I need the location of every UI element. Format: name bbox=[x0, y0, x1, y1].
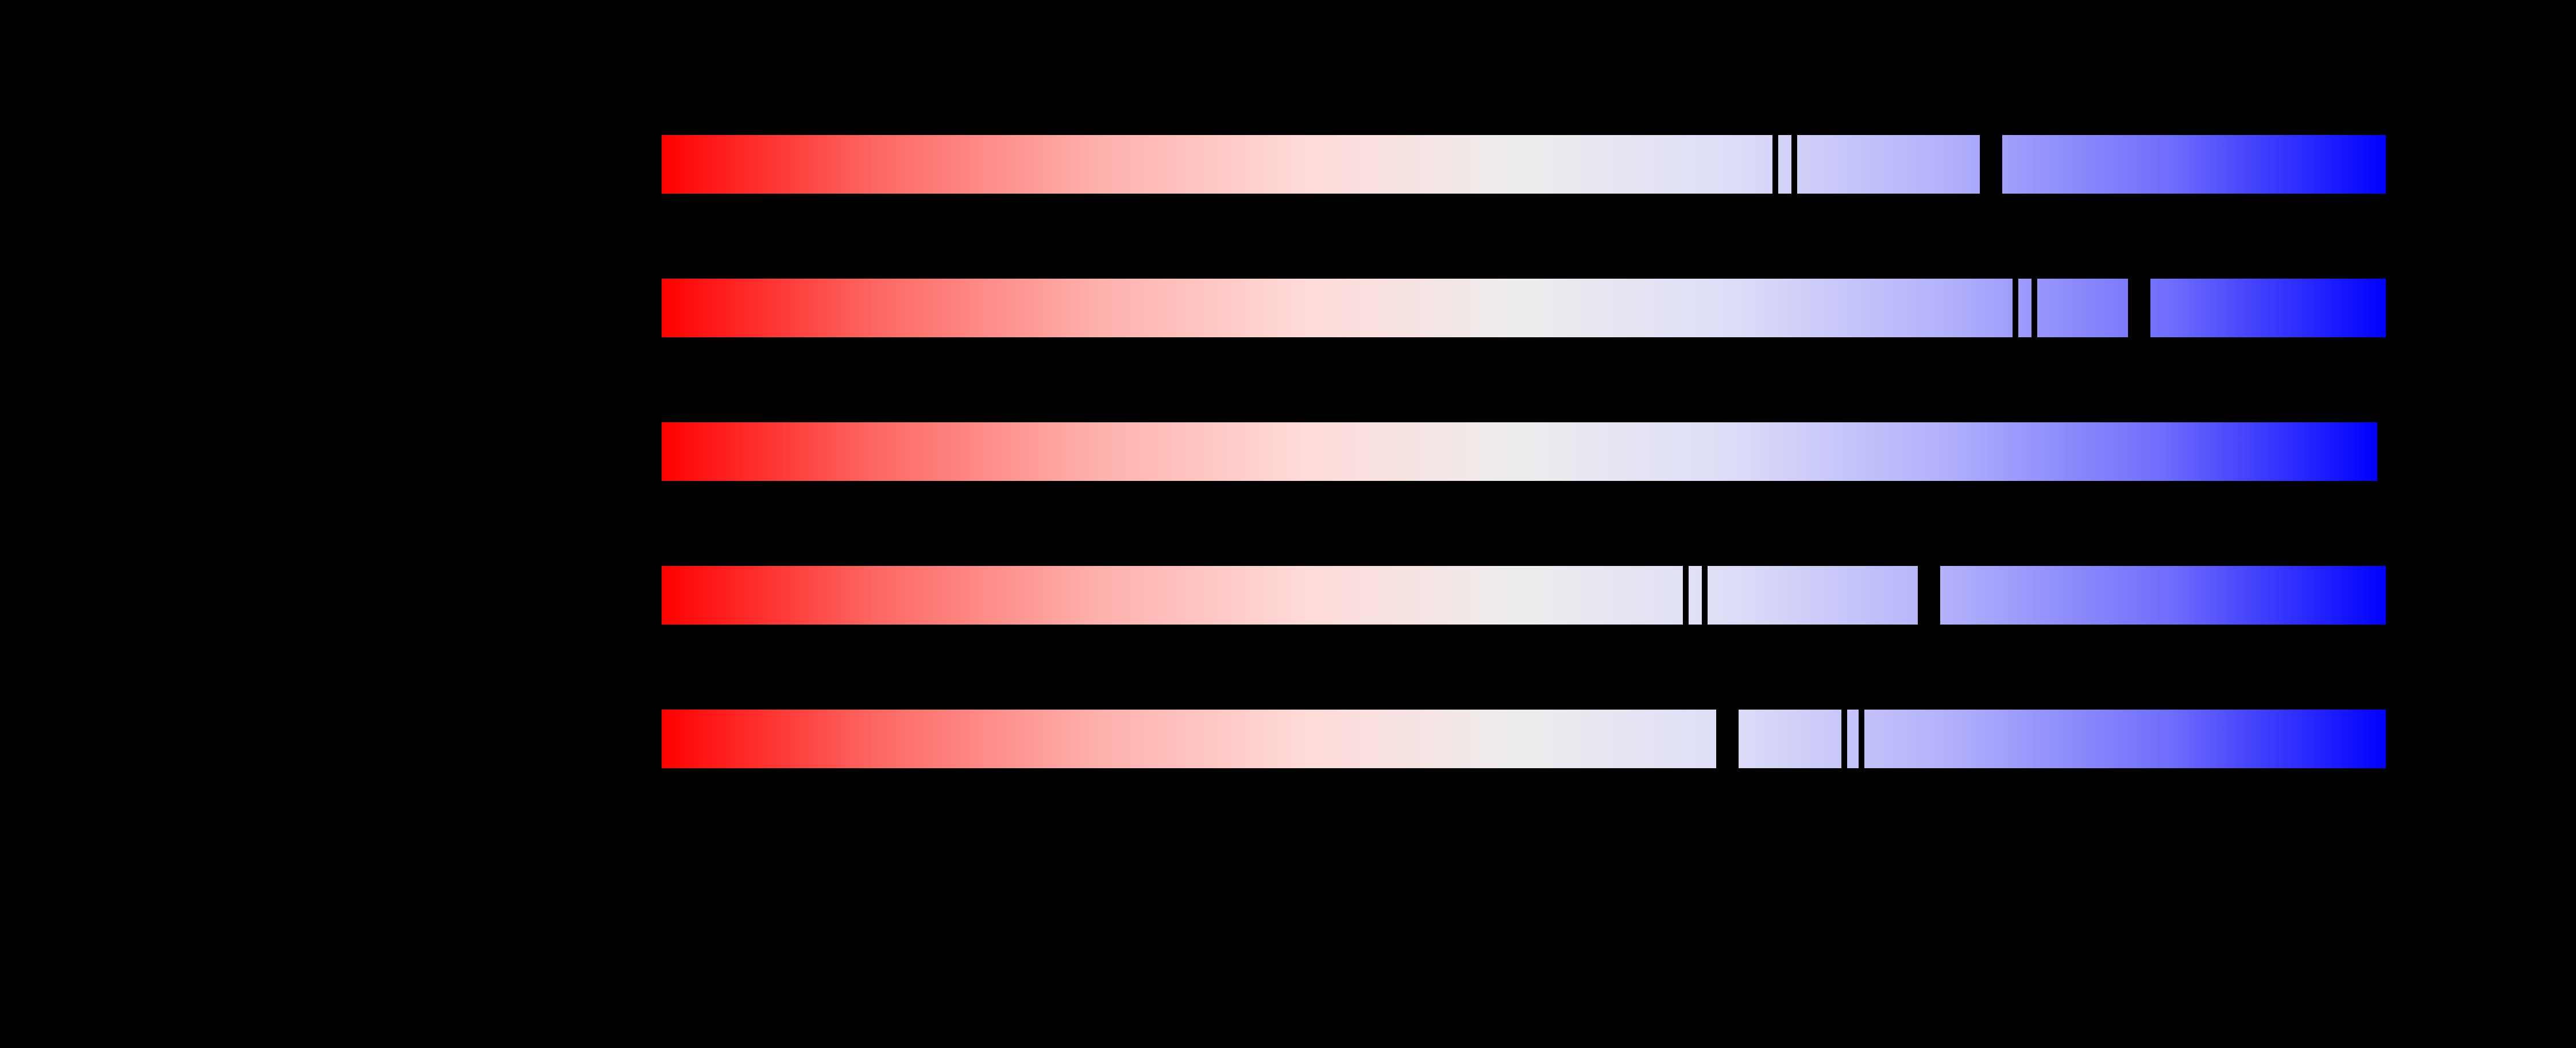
thin-marker-line bbox=[1702, 566, 1708, 625]
thin-marker-line bbox=[2032, 279, 2037, 337]
thick-marker-line bbox=[1980, 135, 2002, 194]
gradient-bar-row-5 bbox=[662, 710, 2386, 768]
gradient-bar-row-1 bbox=[662, 135, 2386, 194]
thin-marker-line bbox=[2013, 279, 2018, 337]
gradient-bar-row-2 bbox=[662, 279, 2386, 337]
thin-marker-line bbox=[1791, 135, 1797, 194]
thin-marker-line bbox=[1859, 710, 1864, 768]
thick-marker-line bbox=[2128, 279, 2150, 337]
thin-marker-line bbox=[1841, 710, 1847, 768]
thin-marker-line bbox=[1683, 566, 1689, 625]
thick-marker-line bbox=[1716, 710, 1739, 768]
thick-marker-line bbox=[1918, 566, 1940, 625]
gradient-bar-row-3 bbox=[662, 422, 2377, 481]
thin-marker-line bbox=[1772, 135, 1778, 194]
gradient-bar-row-4 bbox=[662, 566, 2386, 625]
